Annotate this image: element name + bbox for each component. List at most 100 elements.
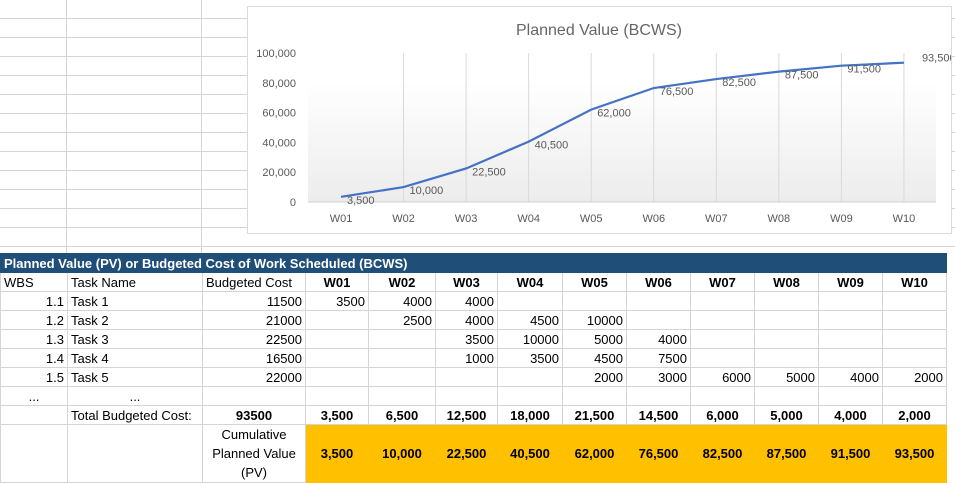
weekly-total[interactable]: 3,500 bbox=[305, 405, 369, 425]
weekly-total[interactable]: 18,000 bbox=[497, 405, 563, 425]
column-header[interactable]: W07 bbox=[690, 272, 755, 292]
table-cell[interactable] bbox=[626, 386, 691, 406]
column-header[interactable]: W03 bbox=[435, 272, 498, 292]
table-cell[interactable] bbox=[305, 329, 369, 349]
weekly-total[interactable]: 14,500 bbox=[626, 405, 691, 425]
table-cell[interactable] bbox=[305, 310, 369, 330]
table-cell[interactable]: 22000 bbox=[202, 367, 306, 387]
table-cell[interactable]: 1.3 bbox=[0, 329, 68, 349]
table-cell[interactable] bbox=[818, 310, 883, 330]
table-cell[interactable] bbox=[690, 348, 755, 368]
weekly-total[interactable]: 4,000 bbox=[818, 405, 883, 425]
table-cell[interactable]: 4500 bbox=[562, 348, 627, 368]
table-cell[interactable]: Task 2 bbox=[67, 310, 203, 330]
table-cell[interactable]: 2000 bbox=[882, 367, 947, 387]
column-header[interactable]: W09 bbox=[818, 272, 883, 292]
weekly-total[interactable]: 2,000 bbox=[882, 405, 947, 425]
cumulative-value[interactable]: 10,000 bbox=[368, 424, 436, 483]
table-cell[interactable] bbox=[754, 329, 819, 349]
table-cell[interactable]: 4000 bbox=[368, 291, 436, 311]
table-cell[interactable] bbox=[435, 367, 498, 387]
table-cell[interactable] bbox=[202, 386, 306, 406]
table-cell[interactable] bbox=[305, 367, 369, 387]
table-cell[interactable] bbox=[690, 386, 755, 406]
weekly-total[interactable]: 12,500 bbox=[435, 405, 498, 425]
weekly-total[interactable]: 5,000 bbox=[754, 405, 819, 425]
table-cell[interactable] bbox=[435, 386, 498, 406]
cumulative-value[interactable]: 93,500 bbox=[882, 424, 947, 483]
table-cell[interactable]: 1.5 bbox=[0, 367, 68, 387]
cumulative-value[interactable]: 76,500 bbox=[626, 424, 691, 483]
table-cell[interactable]: 3500 bbox=[435, 329, 498, 349]
table-cell[interactable]: ... bbox=[0, 386, 68, 406]
cumulative-value[interactable]: 87,500 bbox=[754, 424, 819, 483]
cumulative-value[interactable]: 22,500 bbox=[435, 424, 498, 483]
table-cell[interactable] bbox=[690, 310, 755, 330]
table-cell[interactable] bbox=[818, 348, 883, 368]
column-header[interactable]: W02 bbox=[368, 272, 436, 292]
table-cell[interactable] bbox=[305, 348, 369, 368]
table-cell[interactable] bbox=[497, 367, 563, 387]
total-value[interactable]: 93500 bbox=[202, 405, 306, 425]
column-header[interactable]: W06 bbox=[626, 272, 691, 292]
table-cell[interactable] bbox=[754, 348, 819, 368]
table-cell[interactable]: 5000 bbox=[562, 329, 627, 349]
table-cell[interactable]: 4000 bbox=[435, 310, 498, 330]
weekly-total[interactable]: 6,500 bbox=[368, 405, 436, 425]
cumulative-value[interactable]: 40,500 bbox=[497, 424, 563, 483]
cumulative-value[interactable]: 91,500 bbox=[818, 424, 883, 483]
column-header[interactable]: W04 bbox=[497, 272, 563, 292]
table-cell[interactable]: 5000 bbox=[754, 367, 819, 387]
table-cell[interactable]: 2500 bbox=[368, 310, 436, 330]
table-cell[interactable] bbox=[754, 310, 819, 330]
column-header[interactable]: Budgeted Cost bbox=[202, 272, 306, 292]
table-cell[interactable] bbox=[818, 329, 883, 349]
table-cell[interactable] bbox=[368, 348, 436, 368]
table-cell[interactable]: 11500 bbox=[202, 291, 306, 311]
table-cell[interactable] bbox=[882, 348, 947, 368]
table-cell[interactable]: 2000 bbox=[562, 367, 627, 387]
table-cell[interactable] bbox=[882, 310, 947, 330]
table-cell[interactable]: 4000 bbox=[818, 367, 883, 387]
table-cell[interactable]: Task 5 bbox=[67, 367, 203, 387]
table-cell[interactable] bbox=[690, 291, 755, 311]
column-header[interactable]: Task Name bbox=[67, 272, 203, 292]
cumulative-value[interactable]: 3,500 bbox=[305, 424, 369, 483]
cumulative-value[interactable]: 62,000 bbox=[562, 424, 627, 483]
table-cell[interactable]: 16500 bbox=[202, 348, 306, 368]
table-cell[interactable]: 1.2 bbox=[0, 310, 68, 330]
column-header[interactable]: W01 bbox=[305, 272, 369, 292]
table-cell[interactable] bbox=[882, 386, 947, 406]
table-cell[interactable]: Task 4 bbox=[67, 348, 203, 368]
table-cell[interactable]: 1.1 bbox=[0, 291, 68, 311]
table-cell[interactable] bbox=[562, 386, 627, 406]
table-cell[interactable] bbox=[882, 329, 947, 349]
table-cell[interactable]: 6000 bbox=[690, 367, 755, 387]
table-cell[interactable]: 4500 bbox=[497, 310, 563, 330]
table-cell[interactable] bbox=[882, 291, 947, 311]
table-cell[interactable] bbox=[818, 291, 883, 311]
table-cell[interactable]: 1.4 bbox=[0, 348, 68, 368]
table-cell[interactable] bbox=[818, 386, 883, 406]
table-cell[interactable] bbox=[497, 386, 563, 406]
table-cell[interactable] bbox=[305, 386, 369, 406]
table-cell[interactable] bbox=[368, 367, 436, 387]
table-cell[interactable]: Task 1 bbox=[67, 291, 203, 311]
weekly-total[interactable]: 6,000 bbox=[690, 405, 755, 425]
table-cell[interactable]: Task 3 bbox=[67, 329, 203, 349]
column-header[interactable]: WBS bbox=[0, 272, 68, 292]
table-cell[interactable] bbox=[690, 329, 755, 349]
cumulative-value[interactable]: 82,500 bbox=[690, 424, 755, 483]
weekly-total[interactable]: 21,500 bbox=[562, 405, 627, 425]
table-cell[interactable] bbox=[368, 386, 436, 406]
table-cell[interactable]: 21000 bbox=[202, 310, 306, 330]
column-header[interactable]: W08 bbox=[754, 272, 819, 292]
table-cell[interactable]: 3500 bbox=[305, 291, 369, 311]
table-cell[interactable] bbox=[626, 310, 691, 330]
table-cell[interactable] bbox=[562, 291, 627, 311]
table-cell[interactable] bbox=[497, 291, 563, 311]
table-cell[interactable]: 3000 bbox=[626, 367, 691, 387]
table-cell[interactable] bbox=[67, 424, 203, 483]
table-cell[interactable]: 10000 bbox=[562, 310, 627, 330]
table-cell[interactable]: ... bbox=[67, 386, 203, 406]
